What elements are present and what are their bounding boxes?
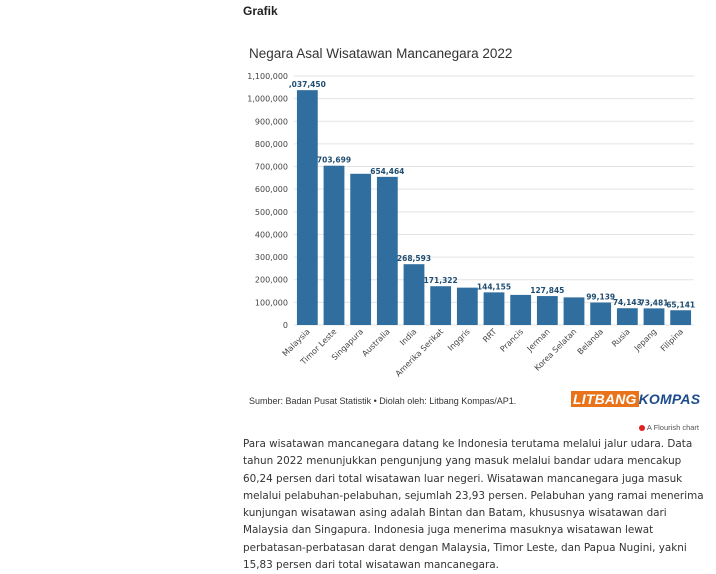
x-tick-label: RRT — [481, 327, 498, 344]
y-tick-label: 500,000 — [255, 208, 288, 217]
x-tick-label: Filipina — [659, 327, 685, 353]
y-tick-label: 200,000 — [255, 276, 288, 285]
x-tick-label: Jerman — [525, 327, 552, 354]
y-tick-label: 700,000 — [255, 163, 288, 172]
chart-title: Negara Asal Wisatawan Mancanegara 2022 — [249, 46, 513, 61]
bar[interactable] — [430, 286, 452, 325]
article-paragraph: Para wisatawan mancanegara datang ke Ind… — [243, 438, 704, 572]
bar[interactable] — [590, 302, 612, 325]
bar-value-label: 268,593 — [397, 254, 431, 263]
bar-value-label: 65,141 — [666, 300, 695, 309]
bar[interactable] — [616, 308, 638, 325]
bar[interactable] — [483, 292, 505, 325]
bar[interactable] — [670, 310, 692, 325]
bar-value-label: ,037,450 — [289, 80, 326, 89]
y-tick-label: 1,100,000 — [247, 72, 288, 81]
bar-value-label: 654,464 — [370, 167, 404, 176]
x-tick-label: Australia — [360, 327, 391, 358]
bar-value-label: 74,143 — [613, 298, 642, 307]
bar[interactable] — [456, 287, 478, 325]
bar-value-label: 127,845 — [530, 286, 564, 295]
bar-value-label: 99,139 — [586, 293, 615, 302]
x-tick-label: Belanda — [576, 327, 605, 356]
bar[interactable] — [376, 176, 398, 325]
y-tick-label: 300,000 — [255, 253, 288, 262]
bar[interactable] — [403, 264, 425, 325]
source-note: Sumber: Badan Pusat Statistik • Diolah o… — [249, 396, 517, 406]
x-tick-label: Inggris — [446, 327, 472, 353]
bar-value-label: 171,322 — [424, 276, 458, 285]
chart-container: Negara Asal Wisatawan Mancanegara 2022 0… — [243, 36, 703, 436]
x-tick-label: Jepang — [632, 327, 658, 353]
bar[interactable] — [643, 308, 665, 325]
litbang-kompas-logo: LITBANG KOMPAS — [571, 391, 701, 407]
bar-value-label: 703,699 — [317, 156, 351, 165]
x-tick-label: India — [398, 327, 418, 347]
bar[interactable] — [323, 165, 345, 325]
y-tick-label: 800,000 — [255, 140, 288, 149]
bar[interactable] — [510, 294, 532, 325]
flourish-credit-link[interactable]: A Flourish chart — [638, 423, 699, 432]
x-tick-label: Prancis — [498, 327, 525, 354]
bar-chart: 0 100,000 200,000 300,000 400,000 500,000 600,… — [247, 72, 695, 378]
flourish-icon — [638, 425, 645, 432]
y-tick-label: 900,000 — [255, 117, 288, 126]
y-tick-label: 1,000,000 — [247, 95, 288, 104]
y-tick-label: 400,000 — [255, 230, 288, 239]
bar[interactable] — [296, 90, 318, 325]
bar-value-label: 144,155 — [477, 282, 511, 291]
y-tick-label: 0 — [283, 321, 288, 330]
bar[interactable] — [563, 297, 585, 325]
y-tick-label: 600,000 — [255, 185, 288, 194]
bar[interactable] — [350, 173, 372, 325]
y-tick-label: 100,000 — [255, 298, 288, 307]
x-tick-label: Rusia — [610, 327, 632, 349]
bar[interactable] — [536, 296, 558, 325]
section-label: Grafik — [243, 4, 278, 18]
x-tick-label: Amerika Serikat — [394, 327, 445, 378]
bar-value-label: 73,481 — [640, 298, 669, 307]
